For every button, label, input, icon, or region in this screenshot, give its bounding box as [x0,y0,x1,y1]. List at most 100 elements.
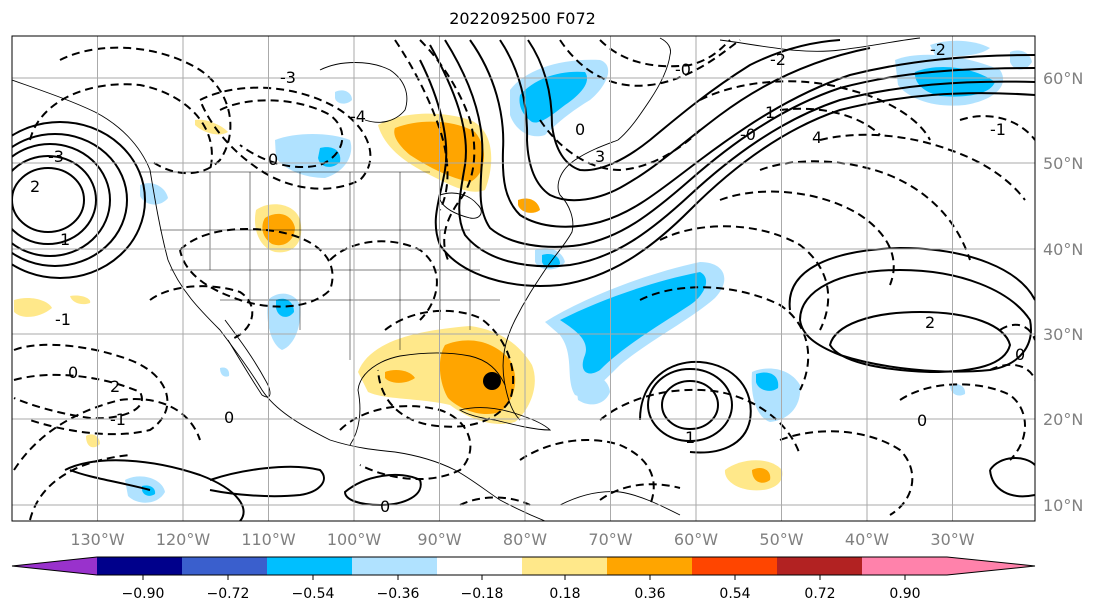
latitude-labels: 60°N 50°N 40°N 30°N 20°N 10°N [1043,69,1083,515]
colorbar-swatch [182,557,267,575]
colorbar-swatch [777,557,862,575]
contour-label: 1 [60,230,70,249]
colorbar-swatch [267,557,352,575]
colorbar-tick-label: −0.54 [292,586,335,602]
lat-label: 10°N [1043,496,1083,515]
subtropical-atlantic-strong-negative-patch [756,372,779,391]
contour-label: 0 [224,408,234,427]
colorbar-tick-label: 0.18 [549,586,580,602]
contour-label: -1 [55,310,71,329]
pacific-high-contour-3 [12,143,111,257]
longitude-labels: 130°W 120°W 110°W 100°W 90°W 80°W 70°W 6… [70,530,974,549]
contour-label: 0 [268,150,278,169]
gulf-coastline [349,352,521,446]
labrador-strong-negative-region [519,71,588,123]
nova-scotia-positive-patch [518,198,540,213]
central-america-coastline [394,451,546,521]
atlantic-low-contour-1 [661,380,719,430]
colorbar-tick-label: −0.36 [377,586,420,602]
lon-label: 110°W [241,530,296,549]
pacific-coastline [12,79,396,453]
lon-label: 60°W [674,530,718,549]
contour-label: 0 [68,363,78,382]
colorbar-tick-label: −0.90 [122,586,165,602]
mid-atlantic-negative-patch [950,384,966,396]
contour-label: 2 [30,177,40,196]
contour-label: 4 [812,128,822,147]
lon-label: 80°W [503,530,547,549]
canada-strong-negative-patch [318,147,341,167]
contour-label: -0 [675,60,691,79]
contour-label: 1 [765,103,775,122]
colorbar-tick-label: 0.90 [889,586,920,602]
contour-label: -1 [990,120,1006,139]
pacific-high-contour-4 [12,133,128,267]
hudson-bay-coastline [319,62,408,123]
caribbean-negative-region [575,374,610,405]
colorbar-swatch [352,557,437,575]
hudson-bay-negative-patch [335,90,352,104]
lon-label: 120°W [156,530,211,549]
contour-labels: 0 0 0 0 0 0 0 -1 -1 -1 -2 -2 -3 -3 -4 1 … [30,40,1025,516]
map-title: 2022092500 F072 [449,9,596,28]
atlantic-strong-negative-region [560,272,707,374]
colorbar-swatch [437,557,522,575]
colorbar-max-extend [947,557,1035,575]
atlantic-strong-positive-patch [752,468,771,483]
lon-label: 30°W [930,530,974,549]
lat-label: 20°N [1043,410,1083,429]
contour-label: 0 [380,497,390,516]
lat-label: 50°N [1043,154,1083,173]
colorbar-tick-label: 0.36 [634,586,665,602]
contour-label: 0 [575,120,585,139]
contour-label: -2 [930,40,946,59]
colorbar-swatch [862,557,947,575]
lon-label: 50°W [759,530,803,549]
contour-label: -3 [48,147,64,166]
map-frame [11,35,1036,522]
cuba-outline [458,407,552,431]
contour-label: 0 [1015,345,1025,364]
contour-label: 2 [110,377,120,396]
lon-label: 70°W [588,530,632,549]
contour-label: -3 [280,68,296,87]
pacific-high-contour-5 [12,121,146,279]
graticule [12,36,1035,521]
lon-label: 100°W [327,530,382,549]
contour-label: -2 [770,50,786,69]
contour-label: 1 [685,428,695,447]
colorbar-swatch [692,557,777,575]
east-pacific-positive-patch [86,434,100,448]
contour-label: -4 [350,107,366,126]
contour-label: 0 [917,411,927,430]
lat-label: 30°N [1043,325,1083,344]
lon-label: 90°W [417,530,461,549]
mexico-strong-negative-patch [276,298,294,317]
central-us-strong-positive-region [262,213,295,246]
lon-label: 130°W [70,530,125,549]
lat-label: 60°N [1043,69,1083,88]
gulf-west-positive-patch [385,370,415,383]
pacific-positive-patch [14,297,52,317]
pacific-high-contour-2 [12,155,97,245]
contour-label: -1 [110,410,126,429]
colorbar-swatch [522,557,607,575]
lat-label: 40°N [1043,240,1083,259]
contour-label: 3 [595,147,605,166]
pacific-high-contour-1 [12,167,85,233]
storm-center-dot [483,372,501,390]
north-atlantic-strong-negative-region [914,67,995,97]
contour-label: -0 [740,125,756,144]
canada-negative-region [275,134,352,178]
colorbar-swatch [97,557,182,575]
negative-contours [13,39,1035,521]
contour-label: 2 [925,313,935,332]
colorbar: −0.90 −0.72 −0.54 −0.36 −0.18 0.18 0.36 … [11,556,1036,602]
gulf-strong-positive-region [439,340,516,415]
colorbar-swatch [607,557,692,575]
south-america-coastline [559,491,681,516]
greenland-coastline [719,37,921,52]
colorbar-tick-label: 0.54 [719,586,750,602]
east-coastline [502,139,619,386]
atlantic-low-contour-2 [647,368,733,442]
